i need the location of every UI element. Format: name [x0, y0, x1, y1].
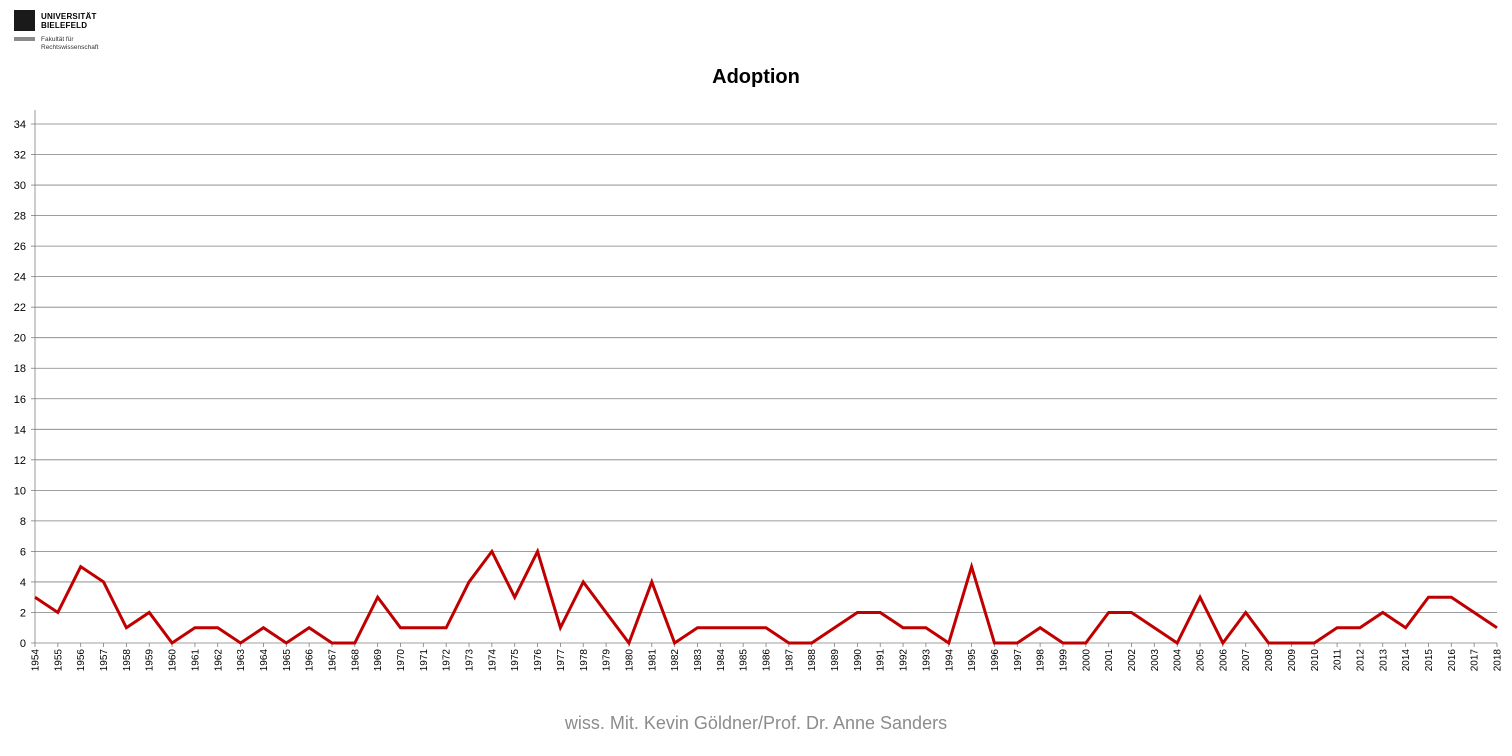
x-tick-label: 2003: [1150, 649, 1161, 672]
x-tick-label: 1965: [282, 649, 293, 672]
y-tick-label: 8: [20, 516, 26, 528]
x-tick-label: 2014: [1401, 649, 1412, 672]
x-tick-label: 1974: [487, 649, 498, 672]
x-tick-label: 1990: [853, 649, 864, 672]
x-tick-label: 2018: [1493, 649, 1504, 672]
x-tick-label: 1960: [168, 649, 179, 672]
x-tick-label: 2002: [1127, 649, 1138, 672]
x-tick-label: 1986: [762, 649, 773, 672]
x-tick-label: 1991: [876, 649, 887, 672]
x-tick-label: 2008: [1264, 649, 1275, 672]
logo-line-1: UNIVERSITÄT: [41, 12, 97, 21]
x-tick-label: 2006: [1218, 649, 1229, 672]
x-tick-label: 1982: [670, 649, 681, 672]
x-tick-label: 1957: [99, 649, 110, 672]
x-tick-label: 2000: [1081, 649, 1092, 672]
x-tick-label: 2015: [1424, 649, 1435, 672]
x-tick-label: 1981: [647, 649, 658, 672]
x-tick-label: 1995: [967, 649, 978, 672]
x-tick-label: 1976: [533, 649, 544, 672]
x-tick-label: 2001: [1104, 649, 1115, 672]
x-tick-label: 1969: [373, 649, 384, 672]
x-tick-label: 1968: [350, 649, 361, 672]
x-tick-label: 1999: [1058, 649, 1069, 672]
y-tick-label: 0: [20, 638, 26, 650]
series-line: [34, 547, 1498, 647]
x-tick-label: 1961: [190, 649, 201, 672]
x-tick-label: 1971: [419, 649, 430, 672]
y-tick-label: 18: [14, 363, 26, 375]
logo-university-name: UNIVERSITÄT BIELEFELD: [41, 12, 97, 30]
footer-credit: wiss. Mit. Kevin Göldner/Prof. Dr. Anne …: [564, 713, 948, 733]
x-tick-label: 1992: [899, 649, 910, 672]
x-tick-label: 2009: [1287, 649, 1298, 672]
x-tick-label: 1954: [31, 649, 42, 672]
x-tick-label: 1983: [693, 649, 704, 672]
x-tick-label: 1964: [259, 649, 270, 672]
x-tick-label: 1966: [305, 649, 316, 672]
x-tick-label: 1962: [213, 649, 224, 672]
x-tick-label: 1978: [579, 649, 590, 672]
x-tick-label: 2013: [1378, 649, 1389, 672]
x-tick-label: 1956: [76, 649, 87, 672]
x-tick-label: 1970: [396, 649, 407, 672]
logo-bar-icon: [14, 37, 35, 41]
y-tick-label: 32: [14, 150, 26, 162]
gridlines: [35, 123, 1497, 613]
x-tick-label: 1958: [122, 649, 133, 672]
y-tick-label: 28: [14, 211, 26, 223]
x-tick-label: 1997: [1013, 649, 1024, 672]
x-tick-label: 1994: [944, 649, 955, 672]
logo-faculty: Fakultät für Rechtswissenschaft: [41, 36, 98, 51]
chart-title: Adoption: [712, 66, 800, 88]
y-tick-label: 22: [14, 302, 26, 314]
x-tick-label: 1959: [145, 649, 156, 672]
university-logo: UNIVERSITÄT BIELEFELD Fakultät für Recht…: [14, 10, 134, 52]
y-tick-label: 24: [14, 272, 26, 284]
x-tick-label: 1988: [807, 649, 818, 672]
x-tick-label: 2005: [1196, 649, 1207, 672]
logo-line-2: BIELEFELD: [41, 21, 88, 30]
x-tick-label: 2011: [1333, 649, 1344, 671]
y-tick-label: 30: [14, 180, 26, 192]
x-tick-label: 2017: [1470, 649, 1481, 672]
y-tick-label: 20: [14, 333, 26, 345]
x-tick-label: 2004: [1173, 649, 1184, 672]
x-tick-label: 1977: [556, 649, 567, 672]
y-tick-label: 12: [14, 455, 26, 467]
x-tick-label: 1979: [602, 649, 613, 672]
x-tick-label: 1973: [465, 649, 476, 672]
x-tick-label: 1955: [53, 649, 64, 672]
x-tick-label: 1963: [236, 649, 247, 672]
x-tick-label: 2012: [1355, 649, 1366, 672]
y-tick-label: 16: [14, 394, 26, 406]
x-axis-ticks: 1954 1955 1956 1957 1958 1959 1960 1961 1962 1963…: [31, 643, 1504, 671]
x-tick-label: 1998: [1036, 649, 1047, 672]
y-tick-label: 4: [20, 577, 26, 589]
logo-mark-icon: [14, 10, 35, 31]
y-tick-label: 10: [14, 485, 26, 497]
y-tick-label: 34: [14, 119, 26, 131]
x-tick-label: 1989: [830, 649, 841, 672]
x-tick-label: 2016: [1447, 649, 1458, 672]
x-tick-label: 1972: [442, 649, 453, 672]
logo-faculty-line-2: Rechtswissenschaft: [41, 43, 99, 51]
x-tick-label: 2010: [1310, 649, 1321, 672]
x-tick-label: 2007: [1241, 649, 1252, 672]
y-tick-label: 6: [20, 546, 26, 558]
y-tick-label: 14: [14, 424, 26, 436]
x-tick-label: 1987: [784, 649, 795, 672]
y-tick-label: 2: [20, 607, 26, 619]
x-tick-label: 1967: [327, 649, 338, 672]
x-tick-label: 1993: [921, 649, 932, 672]
x-tick-label: 1996: [990, 649, 1001, 672]
y-tick-label: 26: [14, 241, 26, 253]
x-tick-label: 1975: [510, 649, 521, 672]
x-tick-label: 1980: [624, 649, 635, 672]
logo-faculty-line-1: Fakultät für: [41, 36, 74, 43]
x-tick-label: 1985: [739, 649, 750, 672]
x-tick-label: 1984: [716, 649, 727, 672]
